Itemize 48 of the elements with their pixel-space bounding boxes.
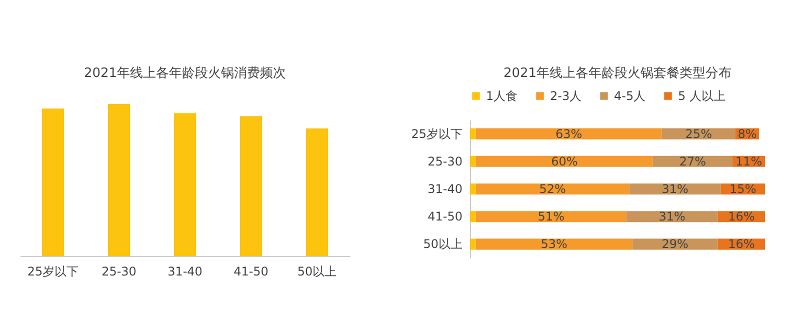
chart-title: 2021年线上各年龄段火锅套餐类型分布	[503, 66, 732, 81]
data-label: 29%	[662, 237, 688, 252]
bar	[174, 113, 196, 256]
legend-label: 4-5人	[614, 89, 646, 103]
bar	[470, 238, 476, 250]
bar	[470, 183, 476, 195]
data-label: 60%	[551, 154, 578, 168]
data-label: 51%	[538, 210, 564, 224]
data-label: 11%	[735, 154, 762, 168]
data-label: 8%	[738, 126, 757, 141]
x-tick-label: 25岁以下	[27, 264, 79, 278]
data-label: 16%	[728, 237, 755, 252]
bar	[470, 128, 476, 140]
data-label: 31%	[658, 210, 686, 224]
bar	[476, 156, 653, 167]
bar	[42, 108, 64, 256]
data-label: 25%	[685, 126, 712, 141]
x-tick-label: 50以上	[297, 264, 337, 278]
data-label: 31%	[662, 182, 688, 196]
bar	[626, 211, 718, 222]
data-label: 63%	[555, 126, 582, 141]
bar	[470, 156, 476, 167]
bar	[476, 238, 632, 250]
legend-label: 1人食	[486, 89, 518, 103]
data-label: 16%	[728, 210, 755, 224]
bar	[629, 183, 721, 195]
data-label: 53%	[540, 237, 568, 252]
y-tick-label: 31-40	[428, 182, 462, 196]
bar	[476, 211, 626, 222]
x-tick-label: 41-50	[234, 264, 268, 278]
bar	[306, 128, 328, 256]
chart-title: 2021年线上各年龄段火锅消费频次	[84, 66, 286, 81]
bar	[240, 116, 262, 256]
x-tick-label: 31-40	[168, 264, 202, 278]
y-tick-label: 41-50	[428, 210, 462, 224]
x-tick-label: 25-30	[102, 264, 136, 278]
bar	[476, 183, 630, 195]
data-label: 52%	[539, 182, 566, 196]
data-label: 27%	[679, 154, 706, 168]
data-label: 15%	[730, 182, 756, 196]
y-tick-label: 25岁以下	[411, 126, 462, 141]
bar	[470, 211, 476, 222]
y-tick-label: 50以上	[423, 237, 462, 252]
legend-label: 5 人以上	[678, 89, 726, 103]
legend-label: 2-3人	[550, 89, 582, 103]
bar	[476, 128, 662, 140]
bar	[108, 104, 130, 256]
y-tick-label: 25-30	[428, 154, 462, 168]
